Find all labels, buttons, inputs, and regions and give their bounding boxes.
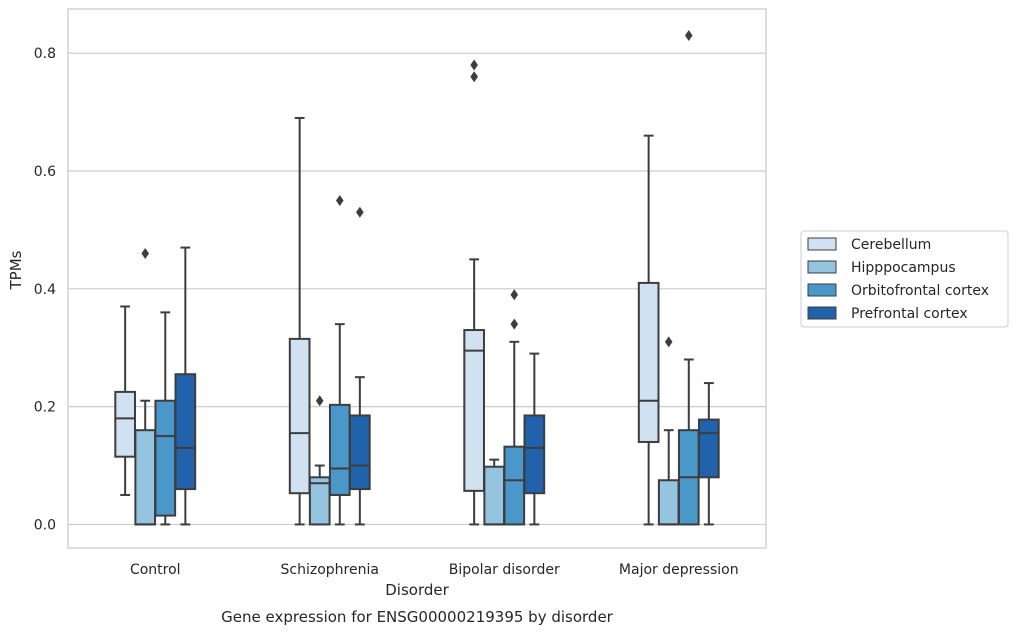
box-iqr xyxy=(698,418,720,479)
y-axis-title: TPMs xyxy=(7,250,25,290)
box-iqr xyxy=(637,281,660,443)
box-2-1 xyxy=(483,458,506,526)
legend-swatch xyxy=(807,260,837,274)
legend-label: Orbitofrontal cortex xyxy=(851,283,989,299)
outlier-point xyxy=(315,395,324,407)
box-iqr xyxy=(288,337,311,495)
plot-frame xyxy=(67,8,767,549)
box-groups xyxy=(114,30,720,526)
y-tick-label: 0.2 xyxy=(34,400,56,416)
box-0-1 xyxy=(134,247,157,526)
x-axis-title: Disorder xyxy=(385,581,449,599)
box-iqr xyxy=(349,414,371,491)
outlier-point xyxy=(664,336,673,348)
outlier-point xyxy=(510,289,519,301)
box-2-3 xyxy=(523,352,546,526)
box-3-3 xyxy=(698,382,720,526)
outlier-point xyxy=(470,59,478,71)
box-1-3 xyxy=(349,206,371,526)
box-iqr xyxy=(523,414,546,495)
chart-title: Gene expression for ENSG00000219395 by d… xyxy=(221,608,614,626)
y-tick-label: 0.6 xyxy=(34,164,56,180)
y-axis-ticks: 0.0 0.2 0.4 0.6 0.8 xyxy=(34,46,56,533)
box-1-1 xyxy=(308,395,331,526)
legend-swatch xyxy=(807,237,837,251)
y-tick-label: 0.0 xyxy=(34,517,56,533)
legend-label: Cerebellum xyxy=(851,237,931,253)
outlier-point xyxy=(141,247,150,259)
box-iqr xyxy=(154,399,177,517)
outlier-point xyxy=(356,206,364,218)
box-0-2 xyxy=(154,311,177,526)
box-iqr xyxy=(503,445,526,526)
box-iqr xyxy=(463,329,485,492)
box-iqr xyxy=(174,373,197,491)
legend-swatch xyxy=(807,283,837,297)
box-3-1 xyxy=(657,336,680,526)
outlier-point xyxy=(684,30,693,42)
box-0-0 xyxy=(114,305,136,496)
box-1-0 xyxy=(288,116,311,526)
x-tick-label: Major depression xyxy=(619,562,739,578)
outlier-point xyxy=(335,194,344,206)
legend-frame xyxy=(800,230,1009,328)
box-iqr xyxy=(657,479,680,526)
box-iqr xyxy=(114,390,136,458)
y-tick-label: 0.4 xyxy=(34,282,56,298)
box-3-0 xyxy=(637,134,660,526)
box-iqr xyxy=(483,465,506,526)
outlier-point xyxy=(510,318,519,330)
legend-label: Prefrontal cortex xyxy=(851,306,968,322)
box-2-0 xyxy=(463,59,485,526)
x-axis-ticks: Control Schizophrenia Bipolar disorder Majo… xyxy=(130,562,739,578)
box-iqr xyxy=(308,476,331,526)
x-tick-label: Control xyxy=(130,562,181,578)
box-iqr xyxy=(134,429,157,526)
y-tick-label: 0.8 xyxy=(34,46,56,62)
x-tick-label: Schizophrenia xyxy=(281,562,379,578)
box-0-3 xyxy=(174,246,197,526)
legend: Cerebellum Hipppocampus Orbitofrontal cort… xyxy=(800,230,1009,328)
outlier-point xyxy=(470,71,478,83)
box-iqr xyxy=(328,403,351,496)
legend-label: Hipppocampus xyxy=(851,260,956,276)
box-3-2 xyxy=(677,30,700,526)
box-1-2 xyxy=(328,194,351,526)
x-tick-label: Bipolar disorder xyxy=(449,562,560,578)
box-2-2 xyxy=(503,289,526,526)
legend-swatch xyxy=(807,306,837,320)
